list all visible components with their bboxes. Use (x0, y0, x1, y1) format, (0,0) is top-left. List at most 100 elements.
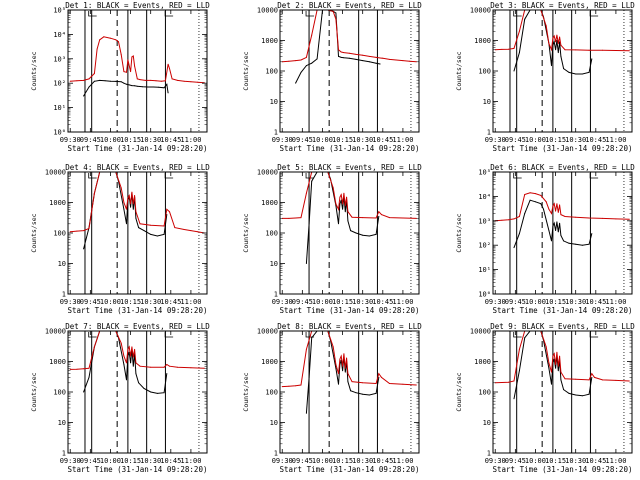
data-point-events (513, 247, 515, 249)
data-point-lld (132, 55, 134, 57)
data-point-events (556, 221, 558, 223)
data-point-lld (127, 59, 129, 61)
data-point-lld (76, 230, 78, 232)
data-point-lld (130, 203, 132, 205)
data-point-lld (615, 50, 617, 51)
data-point-events (163, 392, 165, 394)
x-tick-label: 09:45 (505, 457, 526, 465)
saa-marker (513, 11, 522, 17)
data-point-lld (409, 60, 411, 62)
data-point-lld (88, 367, 90, 369)
data-point-events (104, 80, 106, 82)
data-point-events (83, 248, 85, 250)
saa-marker (88, 173, 97, 179)
detector-panel-8: 09:30 09:45 10:00 10:15 10:30 10:45 11:00 1 10 10… (242, 322, 422, 474)
data-point-lld (164, 80, 166, 82)
data-point-events (378, 215, 380, 217)
panel-title: Det 1: BLACK = Events, RED = LLD (65, 1, 210, 10)
data-point-lld (588, 379, 590, 381)
x-tick-label: 10:45 (160, 136, 181, 144)
detector-panel-9: 09:30 09:45 10:00 10:15 10:30 10:45 11:00 1 10 10… (455, 322, 635, 474)
y-tick-label: 1000 (49, 199, 66, 207)
data-point-lld (83, 368, 85, 370)
data-point-lld (127, 197, 129, 199)
data-point-events (355, 232, 357, 234)
x-axis-label: Start Time (31-Jan-14 09:28:20) (493, 144, 633, 153)
data-point-lld (338, 49, 339, 51)
data-point-lld (197, 231, 199, 233)
data-point-events (581, 244, 583, 246)
data-point-lld (167, 63, 169, 65)
data-point-events (156, 392, 158, 394)
data-point-events (557, 52, 559, 54)
data-point-lld (139, 79, 141, 81)
x-tick-label: 10:45 (372, 136, 393, 144)
x-tick-label: 09:30 (485, 136, 506, 144)
data-point-lld (342, 365, 344, 367)
y-tick-label: 1000 (261, 199, 278, 207)
data-point-events (305, 263, 307, 264)
saa-marker (88, 332, 97, 338)
y-tick-label: 10000 (470, 328, 491, 336)
data-point-lld (335, 203, 337, 205)
data-point-events (555, 230, 557, 231)
y-tick-label: 1 (487, 129, 491, 137)
data-point-lld (508, 219, 510, 221)
data-point-events (347, 220, 349, 222)
data-point-lld (342, 203, 344, 205)
data-point-lld (389, 383, 390, 384)
data-point-lld (190, 81, 192, 83)
data-point-lld (305, 192, 307, 194)
x-tick-label: 10:15 (120, 136, 141, 144)
x-tick-label: 10:00 (525, 298, 546, 306)
data-point-events (166, 83, 168, 85)
data-point-lld (332, 10, 334, 12)
data-point-lld (155, 80, 157, 82)
data-point-lld (628, 218, 630, 220)
x-axis-label: Start Time (31-Jan-14 09:28:20) (493, 465, 633, 474)
y-tick-label: 1 (274, 450, 278, 458)
panel-title: Det 3: BLACK = Events, RED = LLD (490, 1, 635, 10)
panel-title: Det 6: BLACK = Events, RED = LLD (490, 163, 635, 172)
y-tick-label: 100 (478, 68, 491, 76)
data-point-lld (557, 365, 559, 367)
x-tick-label: 10:30 (565, 457, 586, 465)
x-tick-label: 10:15 (545, 457, 566, 465)
saa-marker (589, 173, 599, 179)
panel-title: Det 5: BLACK = Events, RED = LLD (277, 163, 422, 172)
data-point-lld (508, 381, 510, 383)
y-axis-label: Counts/sec (455, 213, 463, 252)
data-point-lld (343, 353, 345, 355)
data-point-lld (163, 225, 165, 227)
y-tick-label: 100 (265, 230, 278, 238)
data-point-lld (169, 211, 170, 213)
data-point-lld (559, 204, 561, 206)
data-point-lld (120, 187, 122, 189)
series-line-events (305, 331, 380, 414)
data-point-events (548, 367, 550, 369)
x-tick-label: 11:00 (392, 457, 413, 465)
data-point-events (335, 12, 337, 14)
series-line-lld (495, 331, 630, 384)
x-tick-label: 11:00 (180, 298, 201, 306)
data-point-lld (535, 193, 536, 195)
y-axis-label: Counts/sec (30, 51, 38, 90)
data-point-lld (508, 48, 510, 50)
data-point-lld (351, 216, 353, 218)
data-point-lld (513, 218, 515, 220)
data-point-lld (126, 71, 127, 73)
data-point-lld (346, 357, 348, 359)
data-point-events (342, 208, 344, 210)
data-point-events (348, 57, 350, 59)
data-point-lld (381, 214, 382, 216)
data-point-events (551, 65, 552, 67)
data-point-lld (552, 205, 554, 207)
data-point-lld (375, 217, 377, 219)
series-line-lld (282, 172, 417, 219)
x-tick-label: 10:00 (312, 136, 333, 144)
data-point-lld (288, 217, 290, 219)
data-point-lld (559, 36, 561, 38)
data-point-events (311, 180, 313, 182)
data-point-lld (295, 385, 297, 387)
